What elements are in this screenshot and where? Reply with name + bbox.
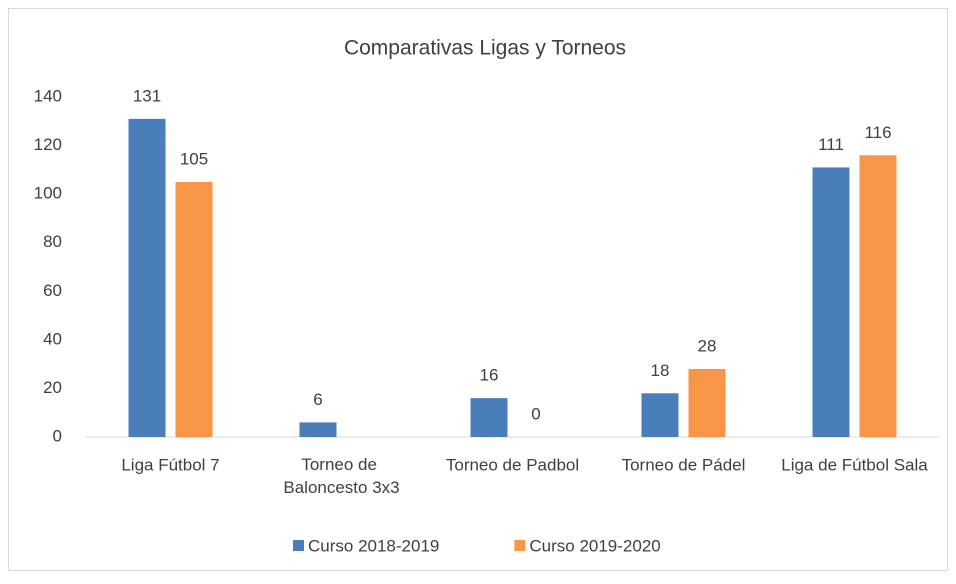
y-tick-label: 100 (34, 184, 62, 203)
bar (641, 393, 679, 437)
value-label: 0 (531, 404, 540, 423)
x-tick-label: Liga Fútbol 7 (121, 455, 219, 474)
bar (175, 182, 213, 437)
value-label: 116 (864, 123, 891, 142)
bar (470, 398, 508, 437)
chart-title: Comparativas Ligas y Torneos (344, 37, 626, 60)
bar (299, 422, 337, 437)
y-tick-label: 120 (34, 135, 62, 154)
x-tick-label: Torneo de Pádel (622, 455, 746, 474)
value-label: 111 (818, 135, 844, 154)
legend-label: Curso 2019-2020 (529, 536, 660, 555)
y-tick-label: 40 (43, 329, 62, 348)
x-tick-label: Liga de Fútbol Sala (781, 455, 928, 474)
value-label: 105 (180, 149, 208, 168)
value-label: 16 (480, 366, 499, 385)
y-tick-label: 140 (34, 86, 62, 105)
y-tick-label: 60 (43, 281, 62, 300)
value-label: 131 (133, 86, 161, 105)
value-label: 28 (698, 336, 717, 355)
y-tick-label: 20 (43, 378, 62, 397)
value-label: 18 (651, 361, 670, 380)
y-tick-label: 80 (43, 232, 62, 251)
y-tick-label: 0 (53, 426, 62, 445)
bar (859, 155, 897, 438)
bar (128, 118, 166, 437)
bar (688, 369, 726, 437)
bar (812, 167, 850, 437)
value-label: 6 (313, 390, 322, 409)
x-tick-label: Torneo de Padbol (446, 455, 579, 474)
legend-swatch (293, 540, 304, 551)
legend-swatch (514, 540, 526, 551)
x-tick-label: Torneo de Baloncesto 3x3 (283, 455, 399, 497)
legend-label: Curso 2018-2019 (308, 536, 439, 555)
